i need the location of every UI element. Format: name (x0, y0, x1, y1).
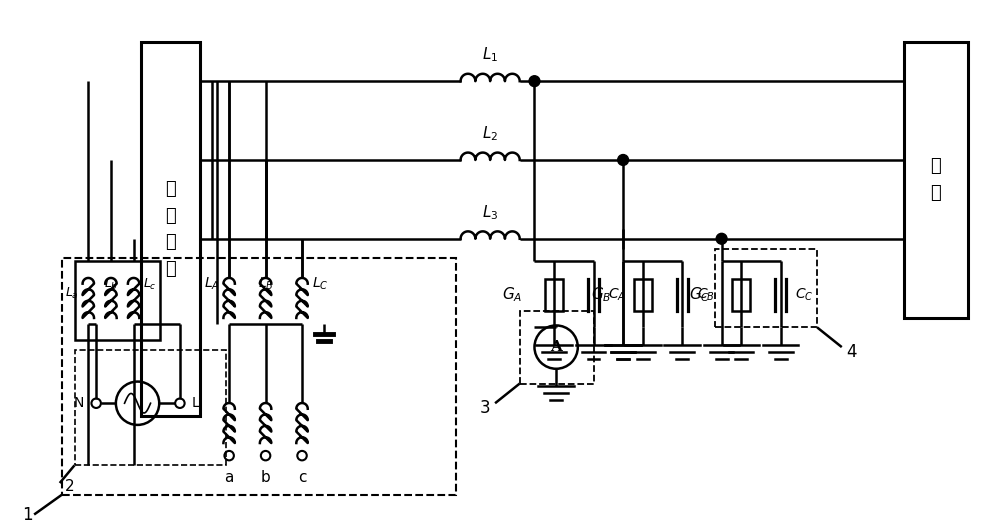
Text: $L_A$: $L_A$ (204, 276, 219, 292)
Text: A: A (550, 340, 562, 354)
Text: $L_a$: $L_a$ (65, 286, 78, 301)
Text: $L_c$: $L_c$ (143, 277, 156, 291)
Circle shape (716, 234, 727, 244)
Text: $L_b$: $L_b$ (104, 277, 118, 291)
Text: N: N (74, 396, 84, 410)
Text: $L_3$: $L_3$ (482, 204, 498, 222)
Text: $L_1$: $L_1$ (482, 46, 498, 64)
Bar (715, 249, 817, 327)
Text: 4: 4 (846, 343, 857, 361)
Bar (520, 311, 594, 383)
Text: c: c (298, 470, 306, 485)
Bar (141, 42, 200, 416)
Circle shape (618, 155, 629, 165)
Bar (545, 279, 563, 311)
Bar (904, 42, 968, 318)
Text: $C_A$: $C_A$ (608, 287, 626, 303)
Text: $G_C$: $G_C$ (689, 286, 710, 304)
Text: $C_B$: $C_B$ (697, 287, 715, 303)
Bar (75, 350, 226, 466)
Text: $G_A$: $G_A$ (502, 286, 523, 304)
Text: 1: 1 (22, 505, 33, 523)
Bar (634, 279, 652, 311)
Text: $G_B$: $G_B$ (591, 286, 611, 304)
Bar (732, 279, 750, 311)
Text: $L_2$: $L_2$ (482, 125, 498, 143)
Text: $L_B$: $L_B$ (258, 276, 273, 292)
Bar (75, 261, 160, 340)
Text: 3: 3 (480, 399, 491, 417)
Text: a: a (224, 470, 234, 485)
Text: $L_C$: $L_C$ (312, 276, 328, 292)
Text: 负
载: 负 载 (930, 157, 941, 202)
Bar (62, 258, 456, 495)
Text: $C_C$: $C_C$ (795, 287, 814, 303)
Circle shape (529, 76, 540, 87)
Text: 三
相
电
源: 三 相 电 源 (165, 180, 175, 278)
Text: 2: 2 (65, 480, 74, 494)
Text: L: L (192, 396, 199, 410)
Text: b: b (261, 470, 270, 485)
